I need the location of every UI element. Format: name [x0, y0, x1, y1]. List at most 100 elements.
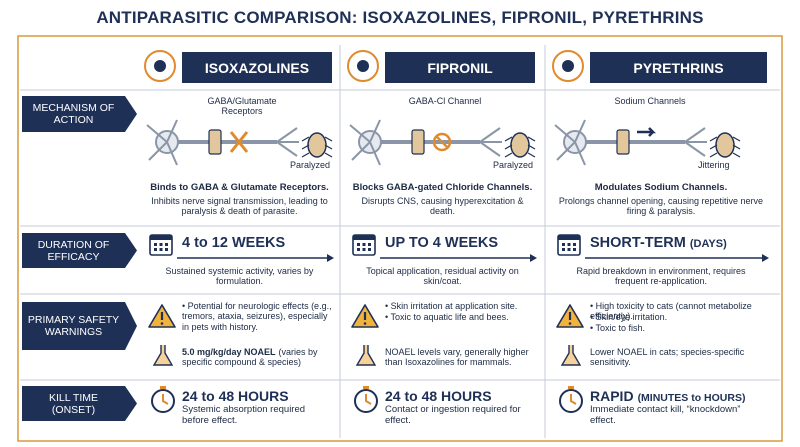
calendar-icon	[362, 248, 366, 251]
stopwatch-icon	[568, 386, 574, 389]
header-banner	[385, 52, 535, 83]
calendar-icon	[154, 248, 157, 251]
safety-note: NOAEL levels vary, generally higher than…	[385, 347, 535, 368]
safety-note-text: Lower NOAEL in cats; species-specific se…	[590, 347, 745, 368]
mechanism-text: Inhibits nerve signal transmission, lead…	[151, 196, 328, 217]
timeline-arrow	[327, 254, 334, 262]
parasite-leg	[324, 152, 333, 158]
flask-icon	[152, 345, 174, 366]
calendar-icon	[573, 248, 576, 251]
stopwatch-icon	[162, 394, 169, 405]
row-label: KILL TIME (ONSET)	[48, 391, 99, 416]
kill-time-headline-detail: (MINUTES to HOURS)	[637, 392, 746, 404]
column-header: ISOXAZOLINES	[204, 60, 310, 76]
column-header: PYRETHRINS	[633, 60, 724, 76]
dendrite	[148, 141, 168, 161]
stopwatch-icon	[160, 386, 166, 389]
block-mark	[435, 135, 449, 149]
warning-icon	[568, 322, 572, 325]
kill-time-text: Systemic absorption required before effe…	[182, 404, 306, 426]
dendrite	[166, 119, 178, 143]
dendrite	[369, 119, 381, 143]
row-label: MECHANISM OF ACTION	[32, 101, 115, 126]
duration-text: Rapid breakdown in environment, requires…	[576, 266, 746, 287]
flask-icon	[560, 345, 582, 366]
parasite-leg	[709, 152, 718, 158]
mechanism-text: Prolongs channel opening, causing repeti…	[558, 196, 764, 217]
duration-headline-text: SHORT-TERM	[590, 235, 686, 251]
safety-note-text: (varies by specific compound & species)	[182, 347, 318, 368]
block-mark	[229, 131, 249, 153]
parasite-leg	[301, 136, 310, 142]
calendar-icon	[150, 235, 172, 240]
dendrite	[166, 141, 178, 166]
calendar-icon	[573, 243, 576, 246]
diagram-label: Sodium Channels	[614, 96, 686, 106]
header-banner	[182, 52, 332, 83]
signal-arrow	[637, 127, 657, 137]
calendar-icon	[353, 235, 375, 240]
receptor	[208, 129, 222, 155]
calendar-icon	[159, 248, 163, 251]
parasite-leg	[527, 144, 536, 150]
parasite-leg	[324, 144, 333, 150]
calendar-icon	[558, 235, 580, 240]
timeline-arrow	[762, 254, 769, 262]
dendrite	[554, 124, 576, 143]
diagram-label: GABA/Glutamate Receptors	[207, 96, 277, 117]
calendar-icon	[357, 248, 360, 251]
calendar-icon	[562, 243, 565, 246]
diagram-label: Jittering	[698, 160, 730, 170]
safety-note-bold: 5.0 mg/kg/day NOAEL	[182, 347, 276, 357]
header-icon	[357, 60, 369, 72]
calendar-icon	[165, 243, 168, 246]
safety-note-text: NOAEL levels vary, generally higher than…	[385, 347, 529, 368]
stopwatch-icon	[365, 394, 372, 405]
safety-bullet: Skin irritation at application site.	[385, 301, 535, 311]
mechanism-heading: Binds to GABA & Glutamate Receptors.	[150, 182, 329, 193]
block-mark	[432, 132, 452, 152]
dendrite	[574, 141, 586, 166]
kill-time-headline: RAPID (MINUTES to HOURS)	[590, 388, 745, 404]
parasite-leg	[324, 136, 333, 142]
axon-terminal	[479, 141, 501, 157]
kill-time-headline: 24 to 48 HOURS	[182, 388, 289, 404]
diagram-label: Paralyzed	[290, 160, 331, 170]
row-label-arrow	[22, 96, 137, 132]
row-label: DURATION OF EFFICACY	[37, 238, 110, 263]
header-banner	[590, 52, 767, 83]
frame	[17, 35, 783, 442]
duration-headline: UP TO 4 WEEKS	[385, 235, 498, 252]
duration-headline-detail: (DAYS)	[689, 238, 727, 250]
duration-headline-text: UP TO 4 WEEKS	[385, 235, 499, 251]
parasite-leg	[709, 144, 718, 150]
row-label-arrow	[22, 302, 137, 350]
parasite-leg	[527, 152, 536, 158]
parasite-leg	[709, 136, 718, 142]
kill-time-headline-text: 24 to 48 HOURS	[385, 388, 492, 404]
kill-time-headline-text: RAPID	[590, 388, 634, 404]
safety-note: 5.0 mg/kg/day NOAEL (varies by specific c…	[182, 347, 332, 368]
dendrite	[574, 119, 586, 143]
calendar-icon	[368, 248, 371, 251]
stopwatch-icon	[363, 386, 369, 389]
calendar-icon	[159, 243, 163, 246]
safety-bullet: Potential for neurologic effects (e.g., …	[182, 301, 332, 332]
axon-terminal	[479, 127, 501, 143]
duration-headline-text: 4 to 12 WEEKS	[182, 235, 286, 251]
receptor	[616, 129, 630, 155]
header-icon	[562, 60, 574, 72]
receptor	[411, 129, 425, 155]
dendrite	[349, 124, 371, 143]
duration-text: Topical application, residual activity o…	[366, 266, 519, 287]
parasite-leg	[504, 152, 513, 158]
duration-headline: SHORT-TERM (DAYS)	[590, 235, 727, 252]
calendar-icon	[562, 248, 565, 251]
calendar-icon	[154, 243, 157, 246]
row-label: PRIMARY SAFETY WARNINGS	[27, 313, 120, 338]
safety-bullet: Skin/eye irritation.	[590, 312, 767, 322]
mechanism-text: Disrupts CNS, causing hyperexcitation & …	[361, 196, 524, 217]
parasite-leg	[732, 136, 741, 142]
